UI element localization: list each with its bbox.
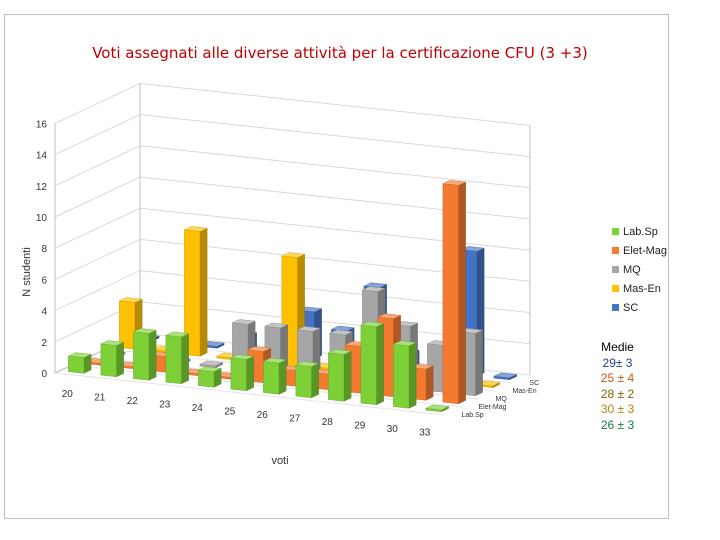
depth-tick-label: SC [530, 380, 540, 387]
bar-lab-sp-30 [392, 340, 417, 409]
floor-gridline [54, 372, 446, 416]
legend-item: SC [612, 298, 667, 317]
depth-tick-label: Mas-En [513, 388, 537, 395]
bar-lab-sp-24 [197, 366, 222, 388]
bar-lab-sp-23 [165, 331, 190, 385]
bar-lab-sp-25 [230, 354, 255, 392]
gridline [54, 82, 531, 126]
bar-lab-sp-28 [327, 349, 352, 402]
x-tick-label: 33 [419, 427, 431, 438]
legend-item: Elet-Mag [612, 241, 667, 260]
bar-lab-sp-21 [100, 340, 125, 378]
legend-swatch [612, 285, 619, 292]
bar-mas-en-22 [183, 226, 208, 357]
x-tick-label: 20 [62, 389, 74, 400]
legend-swatch [612, 266, 619, 273]
legend-label: SC [623, 301, 639, 314]
legend-item: Lab.Sp [612, 222, 667, 241]
legend-swatch [612, 304, 619, 311]
y-tick-label: 2 [41, 338, 47, 349]
average-mas-en: 30 ± 3 [600, 402, 635, 416]
y-tick-label: 10 [36, 213, 48, 224]
x-tick-label: 29 [354, 420, 366, 431]
depth-tick-label: MQ [496, 396, 508, 403]
x-tick-label: 30 [387, 424, 399, 435]
chart-frame [4, 14, 669, 519]
legend-label: Mas-En [623, 282, 661, 295]
chart-title: Voti assegnati alle diverse attività per… [92, 44, 588, 62]
average-elet-mag: 25 ± 4 [600, 371, 635, 385]
x-axis-label: voti [271, 455, 288, 467]
y-tick-label: 16 [36, 119, 48, 130]
legend-item: MQ [612, 260, 667, 279]
depth-tick-label: Elet-Mag [479, 404, 507, 411]
depth-tick-label: Lab.Sp [462, 412, 484, 419]
bar-lab-sp-29 [360, 321, 385, 406]
y-tick-label: 8 [41, 244, 47, 255]
bar-mq-23 [199, 360, 224, 369]
gridline [54, 114, 531, 158]
bar-lab-sp-22 [132, 328, 157, 381]
bar-lab-sp-33 [425, 404, 450, 413]
legend-label: MQ [623, 263, 641, 276]
x-tick-label: 27 [289, 413, 301, 424]
legend-label: Elet-Mag [623, 244, 668, 257]
legend-label: Lab.Sp [623, 225, 658, 238]
x-tick-label: 26 [257, 410, 269, 421]
bar-lab-sp-27 [295, 361, 320, 399]
x-tick-label: 23 [159, 399, 171, 410]
y-tick-label: 12 [36, 182, 48, 193]
y-axis-label: N studenti [21, 247, 33, 297]
y-tick-label: 14 [36, 151, 48, 162]
average-sc: 29± 3 [602, 355, 633, 370]
legend-swatch [612, 228, 619, 235]
bar-lab-sp-20 [67, 352, 92, 374]
x-tick-label: 28 [322, 417, 334, 428]
x-tick-label: 24 [192, 403, 204, 414]
bar-sc-33 [493, 372, 518, 381]
y-tick-label: 6 [41, 275, 47, 286]
legend-item: Mas-En [612, 279, 667, 298]
averages-panel: Medie 29± 3 25 ± 4 28 ± 2 30 ± 3 26 ± 3 [590, 340, 645, 433]
average-lab-sp: 26 ± 3 [600, 417, 635, 432]
x-tick-label: 21 [94, 392, 106, 403]
x-tick-label: 22 [127, 396, 139, 407]
averages-title: Medie [601, 340, 634, 354]
y-tick-label: 0 [41, 369, 47, 380]
bar-elet-mag-33 [442, 180, 467, 405]
legend-swatch [612, 247, 619, 254]
bar-lab-sp-26 [262, 357, 287, 395]
chart-legend: Lab.Sp Elet-Mag MQ Mas-En SC [612, 222, 667, 317]
x-tick-label: 25 [224, 406, 236, 417]
y-tick-label: 4 [41, 307, 47, 318]
average-mq: 28 ± 2 [600, 386, 635, 401]
